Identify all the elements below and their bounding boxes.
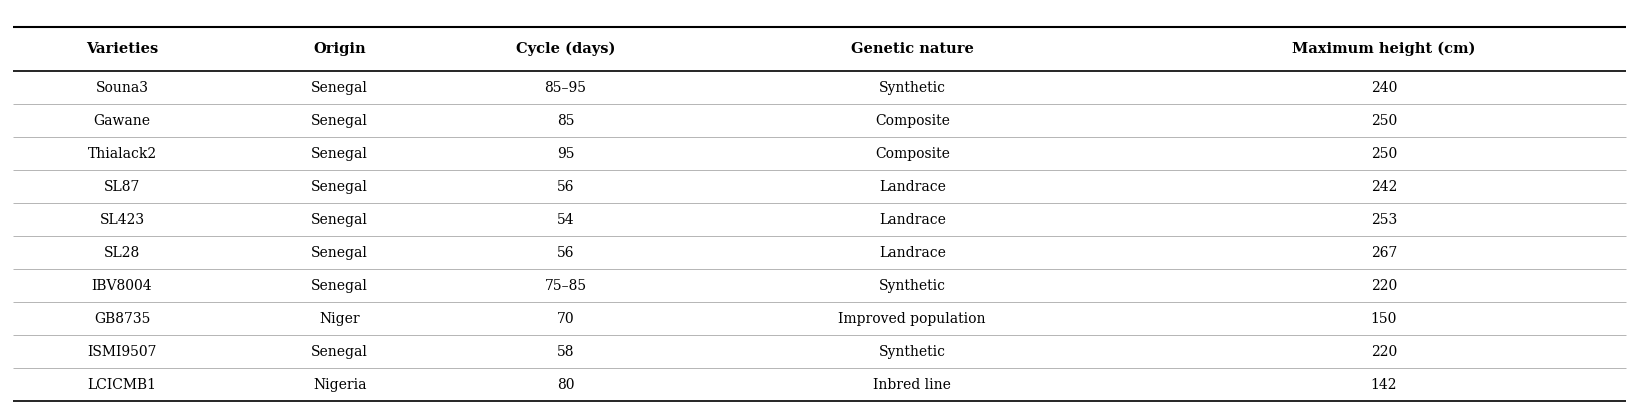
Text: Niger: Niger [320, 312, 361, 326]
Text: 56: 56 [557, 246, 574, 260]
Text: ISMI9507: ISMI9507 [87, 345, 157, 359]
Text: Souna3: Souna3 [95, 81, 149, 95]
Text: Composite: Composite [875, 147, 949, 161]
Text: Varieties: Varieties [85, 42, 157, 56]
Text: 75–85: 75–85 [544, 279, 587, 293]
Text: 267: 267 [1370, 246, 1396, 260]
Text: 220: 220 [1370, 279, 1396, 293]
Text: SL423: SL423 [100, 213, 144, 227]
Text: 85–95: 85–95 [544, 81, 587, 95]
Text: 150: 150 [1370, 312, 1396, 326]
Text: 142: 142 [1370, 378, 1396, 392]
Text: 54: 54 [557, 213, 574, 227]
Text: Maximum height (cm): Maximum height (cm) [1292, 42, 1475, 56]
Text: Origin: Origin [313, 42, 365, 56]
Text: Senegal: Senegal [311, 345, 369, 359]
Text: Composite: Composite [875, 114, 949, 128]
Text: Landrace: Landrace [879, 246, 946, 260]
Text: IBV8004: IBV8004 [92, 279, 152, 293]
Text: Landrace: Landrace [879, 213, 946, 227]
Text: 250: 250 [1370, 114, 1396, 128]
Text: Inbred line: Inbred line [874, 378, 951, 392]
Text: 220: 220 [1370, 345, 1396, 359]
Text: LCICMB1: LCICMB1 [87, 378, 156, 392]
Text: 242: 242 [1370, 180, 1396, 194]
Text: 85: 85 [557, 114, 574, 128]
Text: 70: 70 [557, 312, 574, 326]
Text: SL87: SL87 [103, 180, 141, 194]
Text: Senegal: Senegal [311, 246, 369, 260]
Text: Synthetic: Synthetic [879, 81, 946, 95]
Text: Thialack2: Thialack2 [87, 147, 157, 161]
Text: Senegal: Senegal [311, 114, 369, 128]
Text: GB8735: GB8735 [93, 312, 151, 326]
Text: SL28: SL28 [103, 246, 139, 260]
Text: 95: 95 [557, 147, 574, 161]
Text: Improved population: Improved population [839, 312, 987, 326]
Text: Senegal: Senegal [311, 81, 369, 95]
Text: 56: 56 [557, 180, 574, 194]
Text: Senegal: Senegal [311, 180, 369, 194]
Text: 80: 80 [557, 378, 574, 392]
Text: Cycle (days): Cycle (days) [516, 42, 615, 56]
Text: Genetic nature: Genetic nature [851, 42, 974, 56]
Text: Senegal: Senegal [311, 213, 369, 227]
Text: 58: 58 [557, 345, 574, 359]
Text: Gawane: Gawane [93, 114, 151, 128]
Text: Senegal: Senegal [311, 279, 369, 293]
Text: Landrace: Landrace [879, 180, 946, 194]
Text: Synthetic: Synthetic [879, 279, 946, 293]
Text: 253: 253 [1370, 213, 1396, 227]
Text: Synthetic: Synthetic [879, 345, 946, 359]
Text: 240: 240 [1370, 81, 1396, 95]
Text: Nigeria: Nigeria [313, 378, 367, 392]
Text: 250: 250 [1370, 147, 1396, 161]
Text: Senegal: Senegal [311, 147, 369, 161]
